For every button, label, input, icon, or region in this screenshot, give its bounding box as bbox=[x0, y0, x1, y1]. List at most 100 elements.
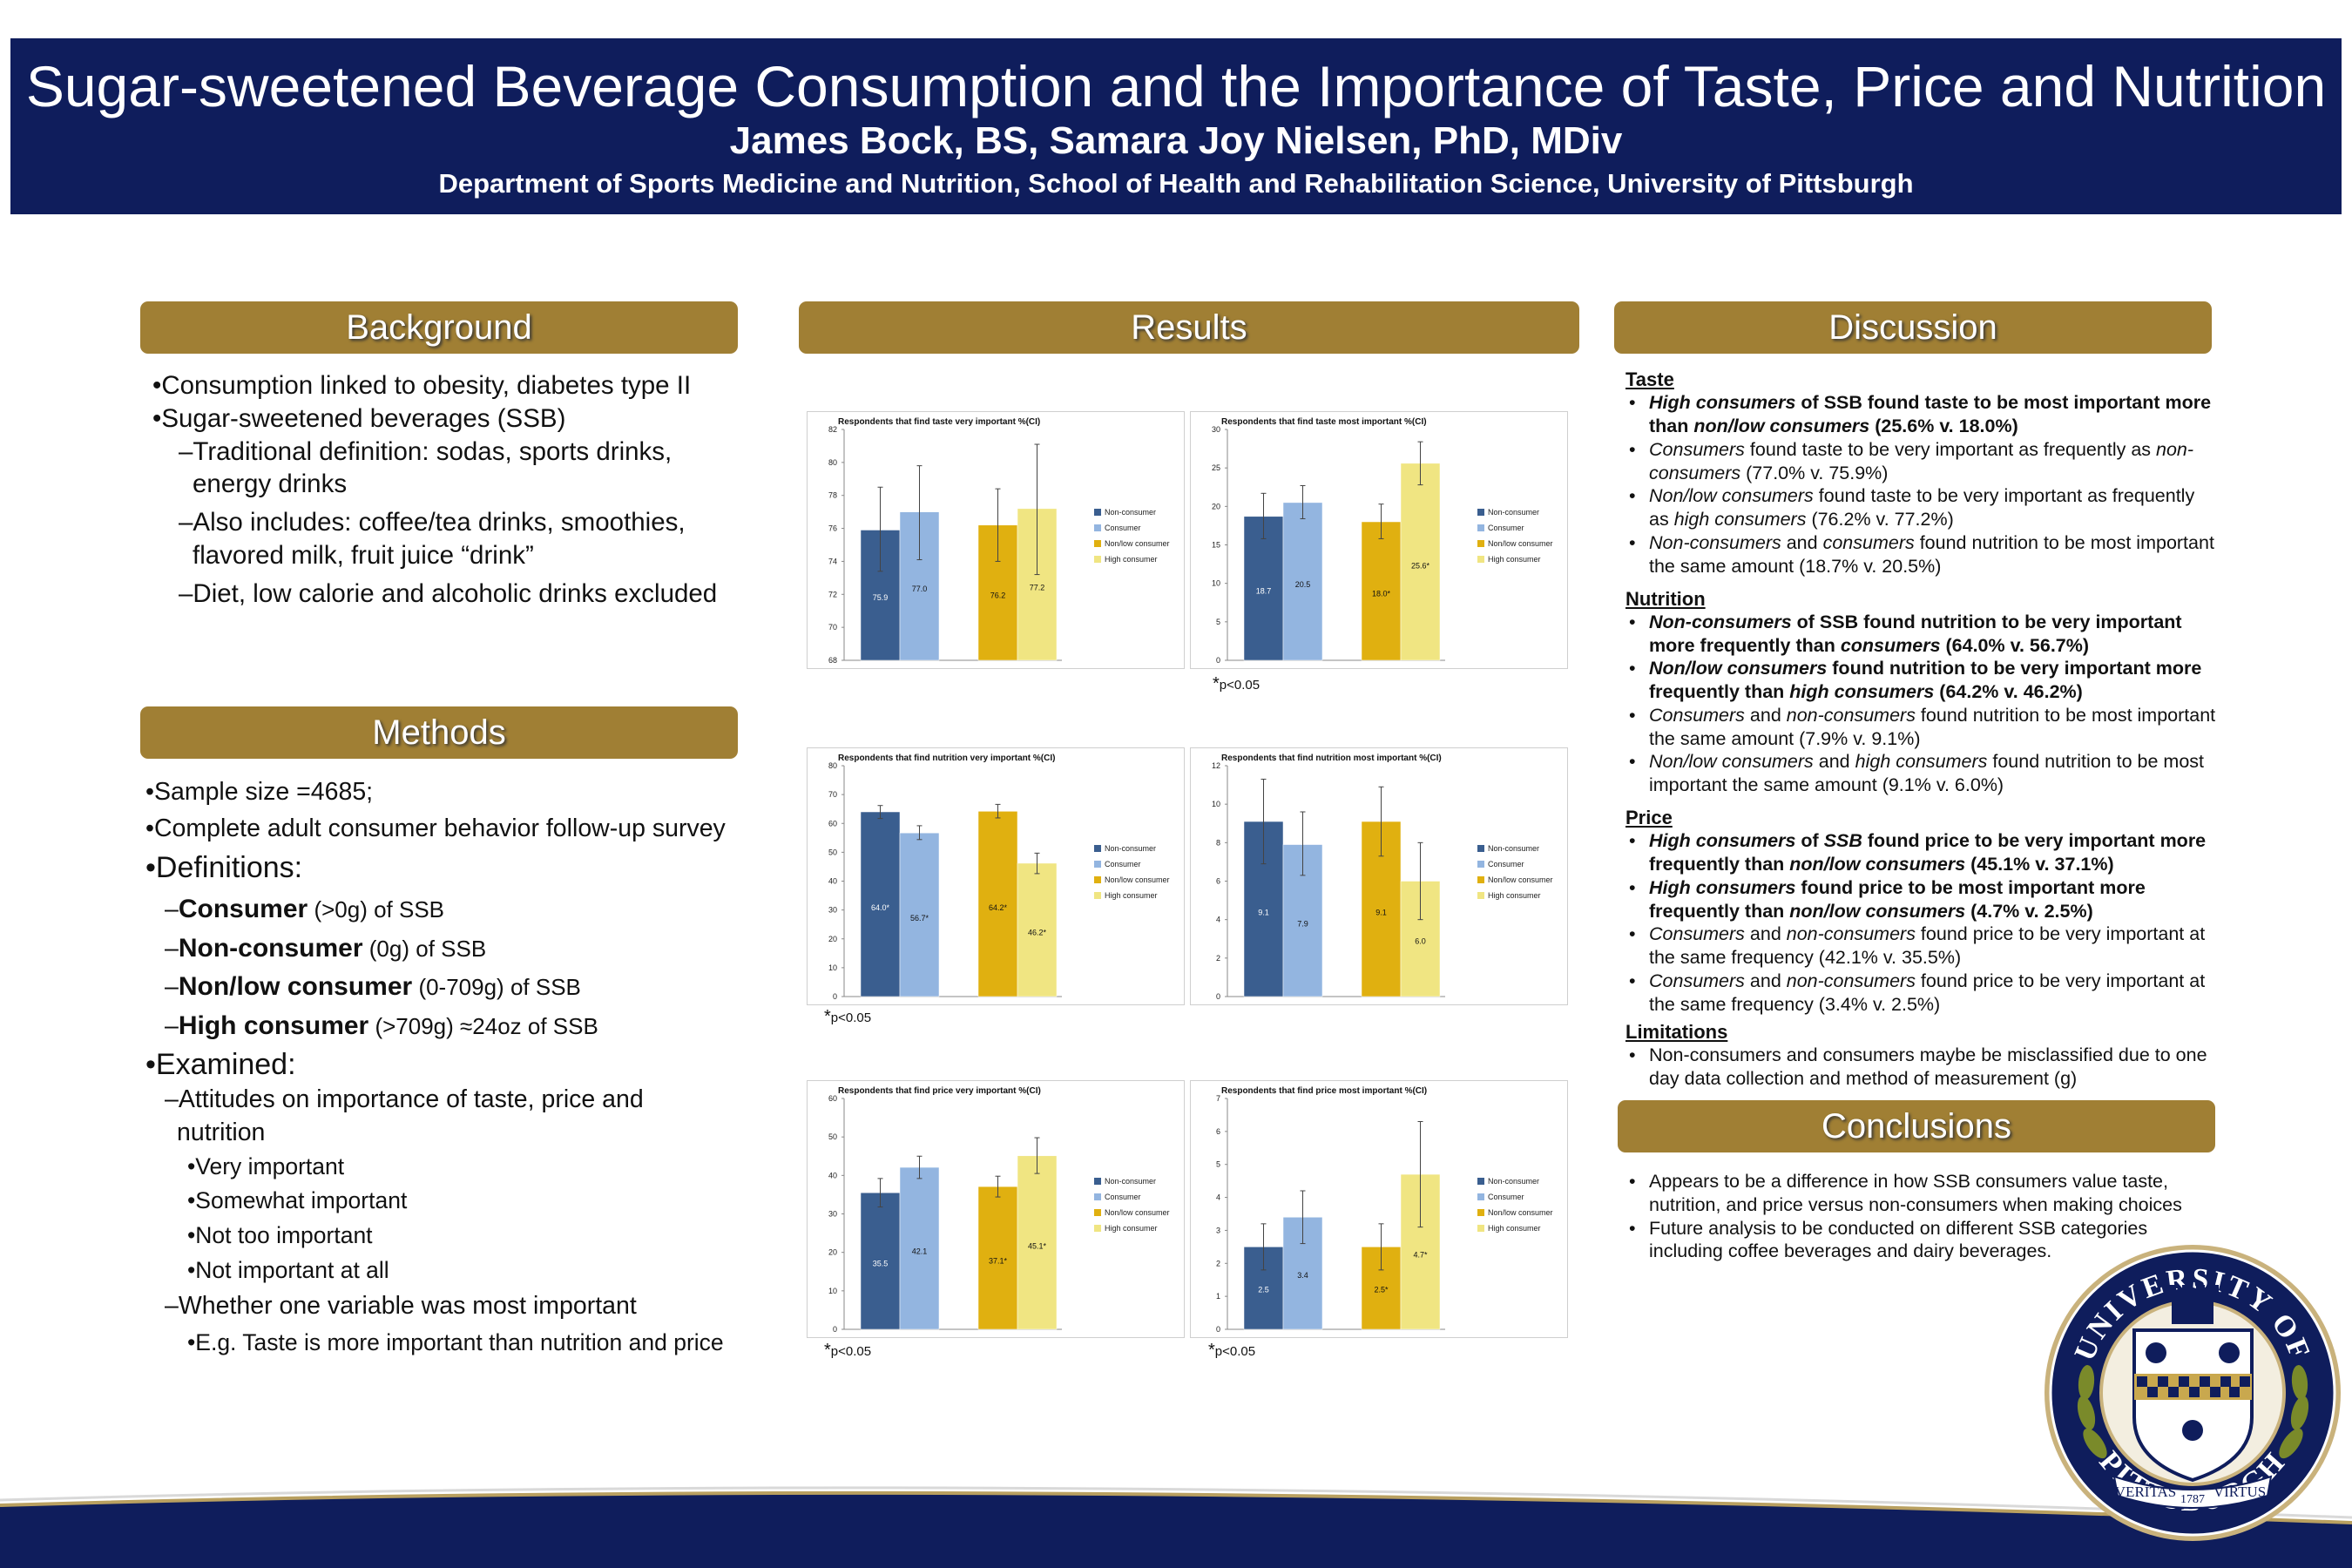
y-tick-label: 76 bbox=[828, 524, 837, 533]
discussion-price-list: High consumers of SSB found price to be … bbox=[1625, 829, 2218, 1016]
data-label: 2.5 bbox=[1258, 1286, 1269, 1294]
y-tick-label: 10 bbox=[1212, 800, 1220, 808]
legend-swatch bbox=[1094, 556, 1101, 563]
importance-level-item: •Not too important bbox=[187, 1222, 373, 1249]
y-tick-label: 4 bbox=[1216, 916, 1220, 924]
legend-label: Non-consumer bbox=[1105, 1177, 1156, 1186]
data-label: 37.1* bbox=[989, 1256, 1008, 1265]
error-bar bbox=[1034, 1137, 1040, 1174]
legend-swatch bbox=[1477, 845, 1484, 852]
legend-label: High consumer bbox=[1488, 1224, 1541, 1233]
y-tick-label: 5 bbox=[1216, 618, 1220, 626]
discussion-taste-heading: Taste bbox=[1625, 368, 1674, 390]
background-item: •Consumption linked to obesity, diabetes… bbox=[152, 371, 692, 400]
discussion-taste-list: High consumers of SSB found taste to be … bbox=[1625, 391, 2218, 578]
svg-text:VERITAS: VERITAS bbox=[2115, 1484, 2176, 1500]
bar-chart: Respondents that find nutrition most imp… bbox=[1190, 747, 1568, 1005]
error-bar bbox=[916, 825, 923, 841]
error-bar bbox=[995, 803, 1001, 819]
legend-swatch bbox=[1477, 1209, 1484, 1216]
y-tick-label: 4 bbox=[1216, 1193, 1220, 1202]
y-tick-label: 0 bbox=[1216, 1325, 1220, 1334]
definition-item: –Non-consumer (0g) of SSB bbox=[165, 933, 487, 963]
y-tick-label: 20 bbox=[1212, 502, 1220, 510]
chart-title: Respondents that find nutrition most imp… bbox=[1221, 754, 1442, 763]
background-list: •Consumption linked to obesity, diabetes… bbox=[152, 369, 727, 610]
bar-non-low-consumer bbox=[977, 1186, 1018, 1330]
legend-swatch bbox=[1094, 892, 1101, 899]
legend-label: Consumer bbox=[1488, 860, 1524, 868]
error-bar bbox=[877, 805, 883, 820]
error-bar bbox=[916, 465, 923, 561]
error-bar bbox=[995, 1175, 1001, 1198]
bar-consumer bbox=[899, 832, 940, 997]
data-label: 9.1 bbox=[1258, 909, 1269, 917]
y-tick-label: 50 bbox=[828, 1132, 837, 1141]
definition-item: –High consumer (>709g) ≈24oz of SSB bbox=[165, 1010, 598, 1040]
methods-examined: •Examined: bbox=[145, 1047, 296, 1081]
legend-label: Consumer bbox=[1488, 524, 1524, 532]
y-tick-label: 80 bbox=[828, 458, 837, 467]
legend-label: High consumer bbox=[1488, 891, 1541, 900]
y-tick-label: 50 bbox=[828, 848, 837, 856]
y-tick-label: 0 bbox=[833, 1325, 837, 1334]
legend-swatch bbox=[1477, 892, 1484, 899]
y-tick-label: 2 bbox=[1216, 954, 1220, 963]
legend-label: High consumer bbox=[1105, 1224, 1158, 1233]
y-tick-label: 0 bbox=[833, 992, 837, 1001]
legend-label: Non/low consumer bbox=[1105, 539, 1170, 548]
bar-non-low-consumer bbox=[1361, 521, 1402, 661]
legend-swatch bbox=[1094, 509, 1101, 516]
data-label: 45.1* bbox=[1028, 1241, 1047, 1250]
importance-levels: •Very important •Somewhat important •Not t… bbox=[145, 1150, 738, 1288]
legend-swatch bbox=[1477, 861, 1484, 868]
footnote: *p<0.05 bbox=[824, 1341, 872, 1360]
importance-level-item: •Not important at all bbox=[187, 1256, 389, 1283]
bar-high-consumer bbox=[1400, 463, 1441, 661]
y-tick-label: 10 bbox=[828, 1287, 837, 1295]
y-tick-label: 6 bbox=[1216, 1127, 1220, 1136]
background-item: •Sugar-sweetened beverages (SSB) bbox=[152, 403, 566, 433]
y-tick-label: 82 bbox=[828, 425, 837, 434]
bar-chart: Respondents that find taste very importa… bbox=[807, 411, 1185, 669]
methods-whether: –Whether one variable was most important bbox=[165, 1291, 637, 1320]
data-label: 42.1 bbox=[912, 1247, 928, 1256]
data-label: 4.7* bbox=[1413, 1251, 1428, 1260]
importance-level-item: •Very important bbox=[187, 1152, 345, 1179]
legend-label: Non-consumer bbox=[1488, 508, 1539, 517]
methods-attitudes: –Attitudes on importance of taste, price… bbox=[165, 1085, 644, 1147]
data-label: 6.0 bbox=[1415, 936, 1426, 945]
poster-header: Sugar-sweetened Beverage Consumption and… bbox=[10, 38, 2342, 214]
y-tick-label: 10 bbox=[828, 963, 837, 972]
bullet-item: Consumers found taste to be very importa… bbox=[1625, 438, 2218, 485]
bullet-item: Non-consumers of SSB found nutrition to … bbox=[1625, 611, 2218, 658]
discussion-text: Taste High consumers of SSB found taste … bbox=[1625, 368, 2218, 1090]
importance-level-item: •Somewhat important bbox=[187, 1187, 408, 1214]
y-tick-label: 15 bbox=[1212, 541, 1220, 550]
bullet-item: High consumers of SSB found price to be … bbox=[1625, 829, 2218, 876]
bullet-item: High consumers of SSB found taste to be … bbox=[1625, 391, 2218, 438]
error-bar bbox=[1034, 852, 1040, 875]
y-tick-label: 78 bbox=[828, 491, 837, 500]
bullet-item: High consumers found price to be most im… bbox=[1625, 876, 2218, 923]
footnote: *p<0.05 bbox=[1213, 674, 1260, 693]
legend-swatch bbox=[1094, 524, 1101, 531]
data-label: 25.6* bbox=[1411, 561, 1430, 570]
bar-chart: Respondents that find price most importa… bbox=[1190, 1080, 1568, 1338]
data-label: 9.1 bbox=[1375, 909, 1387, 917]
definition-item: –Consumer (>0g) of SSB bbox=[165, 895, 445, 924]
legend-swatch bbox=[1094, 1225, 1101, 1232]
error-bar bbox=[916, 1155, 923, 1179]
bar-chart: Respondents that find price very importa… bbox=[807, 1080, 1185, 1338]
data-label: 18.7 bbox=[1256, 587, 1272, 596]
definition-item: –Non/low consumer (0-709g) of SSB bbox=[165, 972, 581, 1002]
data-label: 2.5* bbox=[1374, 1286, 1389, 1294]
legend-label: Non-consumer bbox=[1488, 1177, 1539, 1186]
error-bar bbox=[1417, 441, 1423, 486]
error-bar bbox=[1300, 811, 1306, 876]
data-label: 46.2* bbox=[1028, 929, 1047, 937]
data-label: 3.4 bbox=[1297, 1271, 1308, 1280]
y-tick-label: 30 bbox=[828, 906, 837, 915]
legend-label: Non-consumer bbox=[1105, 844, 1156, 853]
background-item: –Traditional definition: sodas, sports d… bbox=[179, 436, 672, 499]
